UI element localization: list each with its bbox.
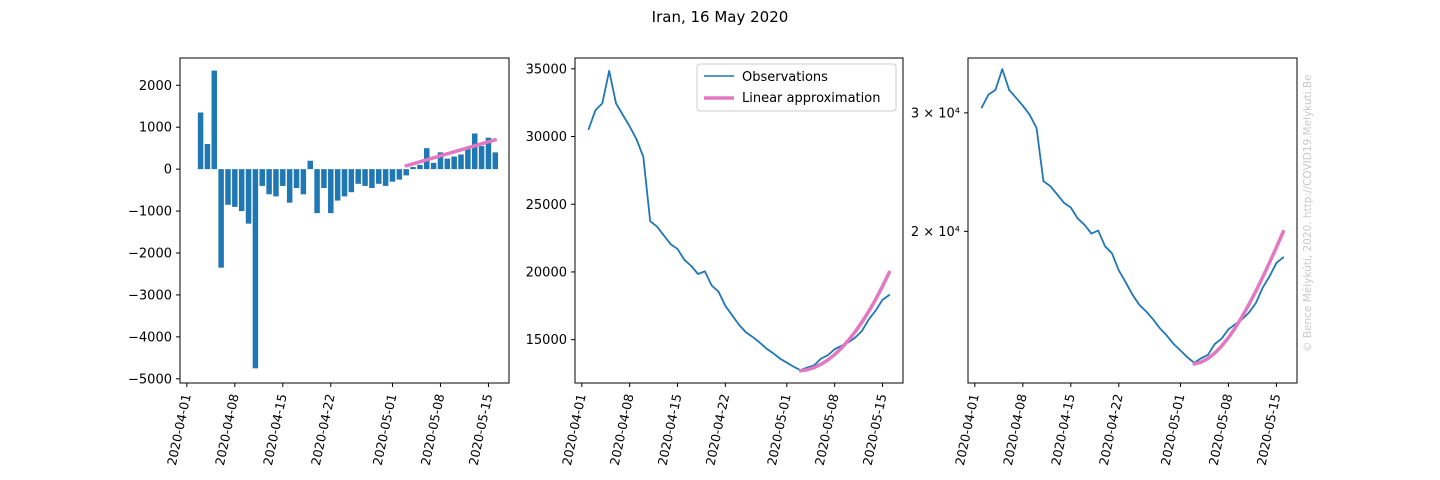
x-tick-label: 2020-04-22 bbox=[1096, 393, 1126, 467]
bar bbox=[471, 133, 478, 170]
approximation-line bbox=[404, 138, 498, 168]
y-tick-label: 30000 bbox=[526, 130, 567, 145]
x-tick-label: 2020-04-22 bbox=[702, 393, 732, 467]
bar-panel: −5000 −4000 −3000 −2000 −1000 0 1000 2000 2020-0… bbox=[128, 57, 510, 467]
y-tick-label: 0 bbox=[164, 163, 172, 178]
x-tick-label: 2020-04-08 bbox=[212, 392, 242, 466]
x-tick-label: 2020-05-01 bbox=[764, 393, 794, 467]
bar bbox=[492, 152, 499, 170]
y-tick-label: 3 × 10⁴ bbox=[911, 106, 960, 121]
bar bbox=[286, 169, 293, 203]
y-tick-label: 15000 bbox=[526, 333, 567, 348]
bar bbox=[389, 169, 396, 182]
bar bbox=[362, 169, 368, 186]
bar bbox=[232, 169, 238, 207]
legend-label-observations: Observations bbox=[742, 70, 828, 85]
x-tick-label: 2020-04-08 bbox=[1000, 392, 1030, 466]
bar bbox=[334, 169, 341, 201]
bar bbox=[218, 169, 224, 268]
bar bbox=[355, 169, 361, 184]
bar bbox=[396, 169, 403, 180]
bar bbox=[300, 169, 307, 195]
approximation-line bbox=[798, 270, 892, 373]
y-tick-label: 1000 bbox=[139, 121, 172, 136]
y-tick-label: 2000 bbox=[139, 79, 172, 94]
x-tick-label: 2020-04-01 bbox=[164, 393, 194, 467]
linear-panel: 15000 20000 25000 30000 35000 2020-04-01 2020-… bbox=[526, 57, 904, 467]
y-tick-label: −1000 bbox=[128, 205, 172, 220]
x-tick-label: 2020-04-01 bbox=[952, 393, 982, 467]
bar bbox=[485, 137, 492, 170]
legend-box bbox=[696, 63, 897, 112]
x-tick-label: 2020-05-15 bbox=[1254, 393, 1284, 467]
watermark: © Bence Mélykúti, 2020. http://COVID19.M… bbox=[1302, 74, 1314, 352]
x-tick-label: 2020-05-01 bbox=[370, 393, 400, 467]
axes-frame bbox=[574, 57, 904, 384]
bar bbox=[245, 169, 252, 224]
bar bbox=[369, 169, 375, 188]
log-panel: 3 × 10⁴ 2 × 10⁴ 2020-04-01 2020-04-08 2020-0… bbox=[911, 57, 1298, 467]
y-tick-label: −5000 bbox=[128, 372, 172, 387]
x-tick-label: 2020-05-01 bbox=[1158, 393, 1188, 467]
bar bbox=[328, 169, 334, 214]
bar bbox=[451, 156, 457, 170]
bar bbox=[197, 112, 204, 170]
x-tick-label: 2020-04-15 bbox=[655, 393, 685, 467]
bar bbox=[280, 169, 286, 186]
x-tick-label: 2020-04-01 bbox=[559, 393, 589, 467]
x-tick-label: 2020-04-22 bbox=[308, 393, 338, 467]
bar bbox=[238, 169, 245, 212]
bar bbox=[437, 152, 444, 170]
bar bbox=[341, 169, 348, 197]
y-tick-label: 20000 bbox=[526, 265, 567, 280]
bar bbox=[465, 148, 471, 170]
x-tick-label: 2020-05-08 bbox=[1206, 392, 1236, 466]
bar bbox=[211, 70, 218, 170]
bar bbox=[478, 146, 485, 170]
bar bbox=[266, 169, 272, 195]
approximation-line bbox=[1192, 229, 1286, 366]
bar bbox=[410, 167, 416, 170]
legend: Observations Linear approximation bbox=[696, 63, 897, 112]
bar bbox=[225, 169, 231, 205]
legend-label-approximation: Linear approximation bbox=[742, 91, 880, 106]
x-tick-label: 2020-05-08 bbox=[812, 392, 842, 466]
y-tick-label: −2000 bbox=[128, 247, 172, 262]
bar bbox=[259, 169, 265, 186]
x-tick-label: 2020-04-08 bbox=[607, 392, 637, 466]
bar bbox=[204, 143, 211, 170]
bar bbox=[252, 169, 259, 369]
observations-line bbox=[587, 69, 891, 372]
figure-suptitle: Iran, 16 May 2020 bbox=[652, 8, 789, 26]
x-tick-label: 2020-04-15 bbox=[1048, 393, 1078, 467]
y-tick-label: −3000 bbox=[128, 288, 172, 303]
bar bbox=[293, 169, 300, 188]
bar bbox=[376, 169, 382, 184]
bar bbox=[321, 169, 327, 188]
observations-line bbox=[980, 68, 1285, 364]
y-tick-label: 25000 bbox=[526, 198, 567, 213]
axes-frame bbox=[967, 57, 1298, 384]
bar bbox=[444, 158, 451, 170]
bar bbox=[273, 169, 279, 197]
bar bbox=[348, 169, 355, 193]
bar bbox=[458, 154, 464, 170]
bar bbox=[314, 169, 320, 214]
y-tick-label: 2 × 10⁴ bbox=[911, 225, 960, 240]
bar bbox=[403, 169, 409, 176]
bar bbox=[417, 164, 423, 170]
x-tick-label: 2020-05-15 bbox=[860, 393, 890, 467]
bar bbox=[430, 162, 437, 170]
x-tick-label: 2020-04-15 bbox=[260, 393, 290, 467]
y-tick-label: 35000 bbox=[526, 62, 567, 77]
axes-frame bbox=[179, 57, 510, 384]
bar bbox=[382, 169, 389, 186]
bar bbox=[307, 160, 313, 170]
x-tick-label: 2020-05-08 bbox=[418, 392, 448, 466]
x-tick-label: 2020-05-15 bbox=[466, 393, 496, 467]
y-tick-label: −4000 bbox=[128, 330, 172, 345]
